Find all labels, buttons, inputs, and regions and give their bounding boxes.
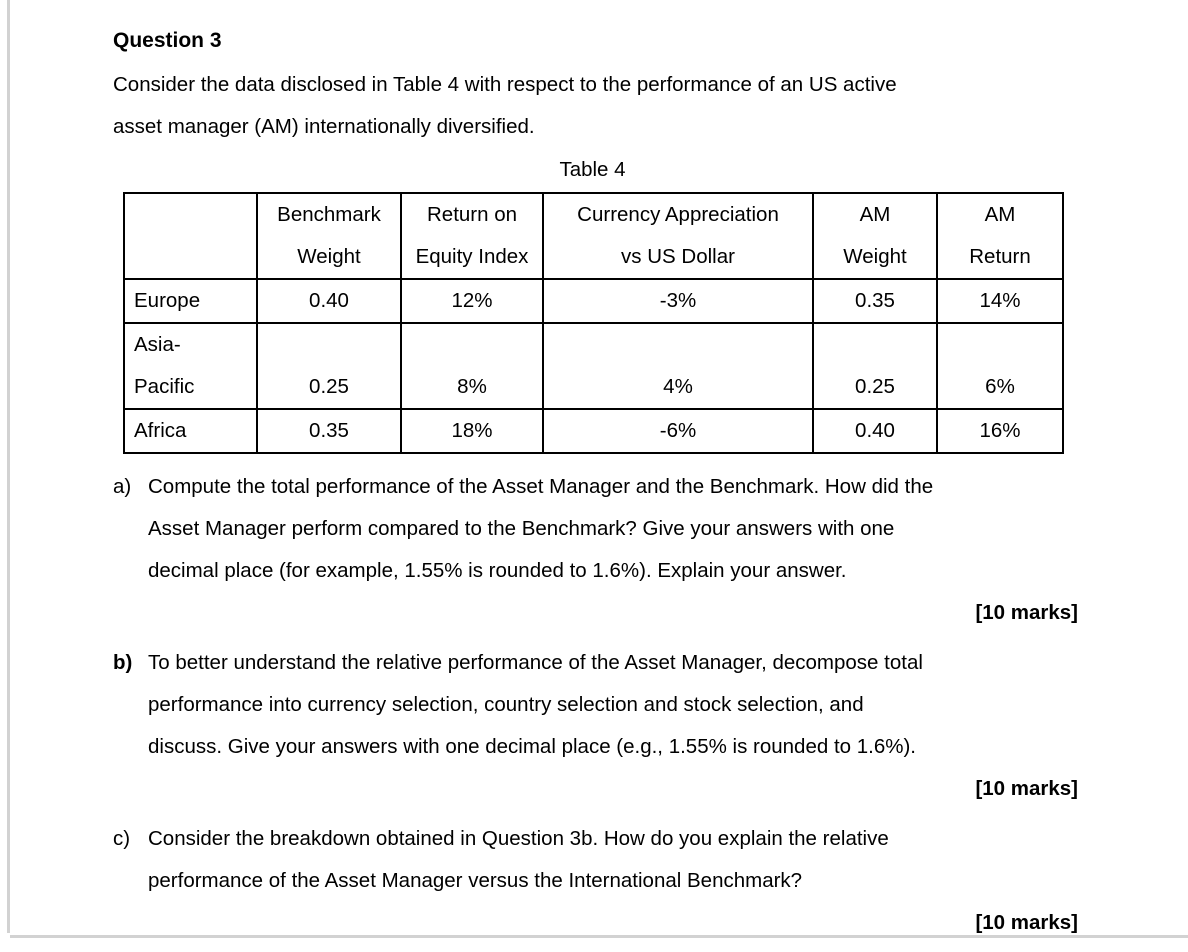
page-left-border xyxy=(7,0,10,933)
question-parts: a) Compute the total performance of the … xyxy=(113,466,1078,944)
am-return-cell: 6% xyxy=(936,322,1064,410)
part-a-label: a) xyxy=(113,475,132,498)
header-return-equity-index: Return on Equity Index xyxy=(400,192,544,280)
currency-appreciation-cell: -3% xyxy=(542,278,814,324)
part-c-text: Consider the breakdown obtained in Quest… xyxy=(148,827,889,892)
table-row-europe: Europe 0.40 12% -3% 0.35 14% xyxy=(123,278,1064,324)
part-b-text: To better understand the relative perfor… xyxy=(148,651,923,758)
header-currency-appreciation: Currency Appreciation vs US Dollar xyxy=(542,192,814,280)
header-am-return: AM Return xyxy=(936,192,1064,280)
am-return-cell: 16% xyxy=(936,408,1064,454)
table-header-row: Benchmark Weight Return on Equity Index … xyxy=(123,192,1064,280)
benchmark-weight-cell: 0.25 xyxy=(256,322,402,410)
document-page: Question 3 Consider the data disclosed i… xyxy=(113,20,1078,952)
am-weight-cell: 0.40 xyxy=(812,408,938,454)
performance-table: Benchmark Weight Return on Equity Index … xyxy=(123,192,1064,454)
table-row-asia-pacific: Asia- Pacific 0.25 8% 4% 0.25 6% xyxy=(123,322,1064,410)
header-am-weight: AM Weight xyxy=(812,192,938,280)
question-part-c: c) Consider the breakdown obtained in Qu… xyxy=(113,818,1078,944)
am-return-cell: 14% xyxy=(936,278,1064,324)
currency-appreciation-cell: 4% xyxy=(542,322,814,410)
header-region xyxy=(123,192,258,280)
benchmark-weight-cell: 0.35 xyxy=(256,408,402,454)
region-cell: Europe xyxy=(123,278,258,324)
region-cell: Africa xyxy=(123,408,258,454)
return-equity-cell: 8% xyxy=(400,322,544,410)
question-part-b: b) To better understand the relative per… xyxy=(113,642,1078,810)
benchmark-weight-cell: 0.40 xyxy=(256,278,402,324)
question-title: Question 3 xyxy=(113,29,222,52)
part-b-label: b) xyxy=(113,651,133,674)
part-a-marks: [10 marks] xyxy=(975,601,1078,624)
table-row-africa: Africa 0.35 18% -6% 0.40 16% xyxy=(123,408,1064,454)
region-cell: Asia- Pacific xyxy=(123,322,258,410)
return-equity-cell: 12% xyxy=(400,278,544,324)
question-part-a: a) Compute the total performance of the … xyxy=(113,466,1078,634)
am-weight-cell: 0.35 xyxy=(812,278,938,324)
part-c-label: c) xyxy=(113,827,131,850)
table-caption: Table 4 xyxy=(559,158,626,181)
part-b-marks: [10 marks] xyxy=(975,777,1078,800)
am-weight-cell: 0.25 xyxy=(812,322,938,410)
part-a-text: Compute the total performance of the Ass… xyxy=(148,475,934,582)
part-c-marks: [10 marks] xyxy=(975,911,1078,934)
page-bottom-border xyxy=(10,935,1188,938)
currency-appreciation-cell: -6% xyxy=(542,408,814,454)
header-benchmark-weight: Benchmark Weight xyxy=(256,192,402,280)
return-equity-cell: 18% xyxy=(400,408,544,454)
question-intro-paragraph: Consider the data disclosed in Table 4 w… xyxy=(113,73,897,138)
